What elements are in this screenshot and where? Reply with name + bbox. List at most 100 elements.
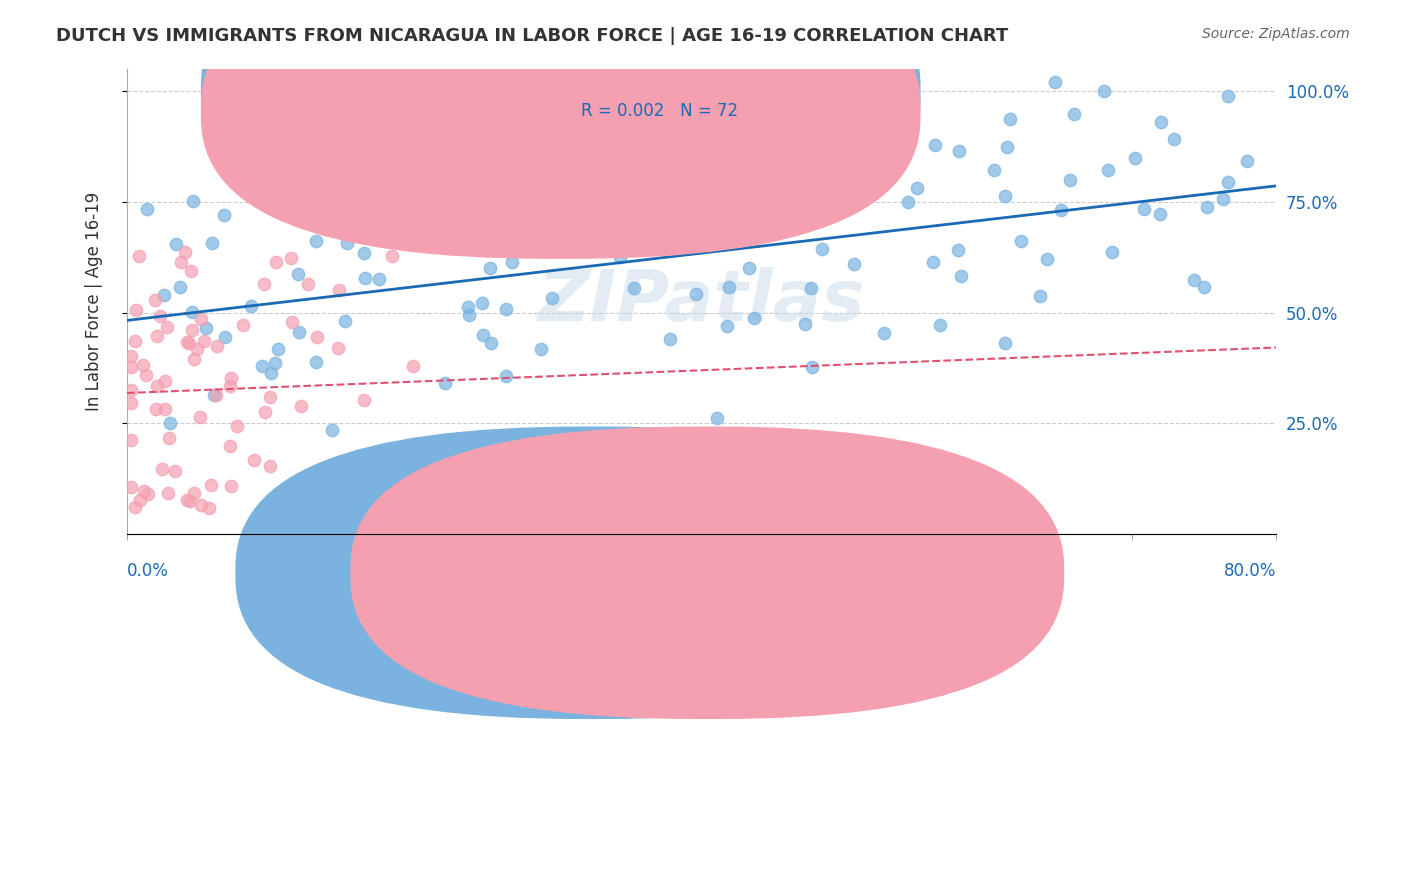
Point [229,165,252,179]
Point [1029,288,1052,302]
Point [190,498,212,512]
Point [176,335,198,350]
Point [259,390,281,404]
Point [828,143,851,157]
Point [929,318,952,333]
Point [333,314,356,328]
Point [253,277,276,292]
Point [1194,280,1216,294]
Point [950,268,973,283]
Point [290,399,312,413]
Point [156,319,179,334]
Text: 0.0%: 0.0% [127,562,169,581]
Text: Immigrants from Nicaragua: Immigrants from Nicaragua [727,572,956,590]
Point [267,342,290,356]
Point [685,287,707,301]
Point [124,334,146,348]
Point [195,320,218,334]
Point [738,261,761,276]
Point [190,311,212,326]
Point [479,336,502,351]
Point [1212,192,1234,206]
Point [897,194,920,209]
Point [994,189,1017,203]
Point [169,279,191,293]
Point [288,325,311,339]
Point [948,145,970,159]
Point [815,450,838,464]
Point [153,287,176,301]
Point [120,433,142,447]
Point [328,283,350,297]
Point [471,296,494,310]
Point [706,411,728,425]
Point [264,356,287,370]
Point [1059,173,1081,187]
Point [120,383,142,397]
Point [565,215,588,229]
Point [136,486,159,500]
Point [132,484,155,499]
Point [1182,272,1205,286]
Point [1097,163,1119,178]
Point [177,336,200,351]
Point [281,315,304,329]
Point [176,493,198,508]
Point [201,236,224,251]
Point [232,318,254,332]
Text: 80.0%: 80.0% [1223,562,1277,581]
Point [501,254,523,268]
Point [1092,84,1115,98]
Text: R = 0.002   N = 72: R = 0.002 N = 72 [581,103,738,120]
Point [905,181,928,195]
Point [287,267,309,281]
Point [337,180,360,194]
Point [994,336,1017,351]
Point [409,438,432,452]
Point [495,302,517,317]
Point [125,303,148,318]
Point [280,251,302,265]
Point [683,179,706,194]
Text: DUTCH VS IMMIGRANTS FROM NICARAGUA IN LABOR FORCE | AGE 16-19 CORRELATION CHART: DUTCH VS IMMIGRANTS FROM NICARAGUA IN LA… [56,27,1008,45]
Point [152,462,174,476]
Point [659,332,682,346]
Point [146,329,169,343]
Point [121,480,143,494]
Point [212,208,235,222]
Point [381,249,404,263]
Point [1216,88,1239,103]
Point [1036,252,1059,267]
Point [983,162,1005,177]
Point [718,279,741,293]
Point [181,194,204,209]
Point [253,405,276,419]
Point [145,401,167,416]
Point [219,371,242,385]
Point [120,359,142,374]
Point [226,419,249,434]
Point [124,500,146,515]
Point [250,359,273,373]
Point [188,410,211,425]
Point [186,343,208,357]
Point [759,146,782,161]
Y-axis label: In Labor Force | Age 16-19: In Labor Force | Age 16-19 [86,192,103,411]
Point [1063,107,1085,121]
Point [444,229,467,244]
Point [336,236,359,251]
Point [214,330,236,344]
Point [353,393,375,408]
Point [307,330,329,344]
Point [1216,175,1239,189]
Point [305,355,328,369]
Point [135,368,157,382]
Point [872,326,894,340]
Point [995,140,1018,154]
Point [179,494,201,508]
Point [297,277,319,292]
Point [146,379,169,393]
Point [264,254,287,268]
Point [800,281,823,295]
Point [513,475,536,489]
